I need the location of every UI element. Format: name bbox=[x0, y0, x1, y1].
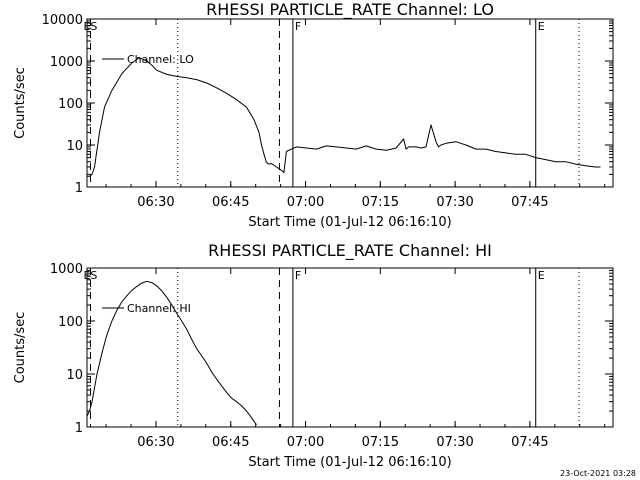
hi-channel-panel: RHESSI PARTICLE_RATE Channel: HI 06:30 06:… bbox=[13, 241, 614, 470]
y-tick-label: 10000 bbox=[42, 13, 83, 28]
y-tick-label: 1 bbox=[75, 421, 83, 436]
legend-label: Channel: LO bbox=[127, 53, 194, 66]
x-tick-label: 06:30 bbox=[137, 195, 174, 210]
y-axis-label: Counts/sec bbox=[13, 67, 28, 139]
x-tick-label: 07:00 bbox=[287, 195, 324, 210]
x-tick-label: 07:00 bbox=[287, 435, 324, 450]
lo-channel-panel: RHESSI PARTICLE_RATE Channel: LO 06:30 06:… bbox=[13, 0, 614, 230]
y-tick-label: 100 bbox=[58, 97, 83, 112]
x-tick-label: 07:15 bbox=[362, 435, 399, 450]
y-tick-label: 1 bbox=[75, 181, 83, 196]
x-tick-label: 06:45 bbox=[212, 195, 249, 210]
x-axis-label: Start Time (01-Jul-12 06:16:10) bbox=[248, 215, 451, 230]
y-tick-label: 1000 bbox=[50, 55, 83, 70]
marker-label: ES bbox=[83, 20, 97, 33]
x-tick-label: 07:45 bbox=[511, 435, 548, 450]
series-line bbox=[87, 57, 601, 177]
marker-label: ES bbox=[83, 269, 97, 282]
chart-title: RHESSI PARTICLE_RATE Channel: LO bbox=[206, 0, 494, 20]
marker-label: F bbox=[295, 20, 301, 33]
x-tick-label: 06:30 bbox=[137, 435, 174, 450]
y-axis-label: Counts/sec bbox=[13, 312, 28, 384]
marker-label: E bbox=[538, 269, 545, 282]
y-tick-label: 10 bbox=[66, 368, 83, 383]
x-tick-label: 07:30 bbox=[436, 195, 473, 210]
y-tick-label: 10 bbox=[66, 139, 83, 154]
series-line bbox=[86, 280, 257, 426]
x-tick-label: 07:45 bbox=[511, 195, 548, 210]
x-tick-label: 07:15 bbox=[362, 195, 399, 210]
x-tick-label: 07:30 bbox=[436, 435, 473, 450]
x-tick-label: 06:45 bbox=[212, 435, 249, 450]
chart-title: RHESSI PARTICLE_RATE Channel: HI bbox=[208, 241, 492, 261]
plot-frame bbox=[86, 267, 614, 428]
footer-timestamp: 23-Oct-2021 03:28 bbox=[560, 469, 636, 478]
x-axis-label: Start Time (01-Jul-12 06:16:10) bbox=[248, 455, 451, 470]
marker-label: F bbox=[295, 269, 301, 282]
legend-label: Channel: HI bbox=[127, 302, 191, 315]
y-tick-label: 1000 bbox=[50, 262, 83, 277]
marker-label: E bbox=[538, 20, 545, 33]
y-tick-label: 100 bbox=[58, 315, 83, 330]
